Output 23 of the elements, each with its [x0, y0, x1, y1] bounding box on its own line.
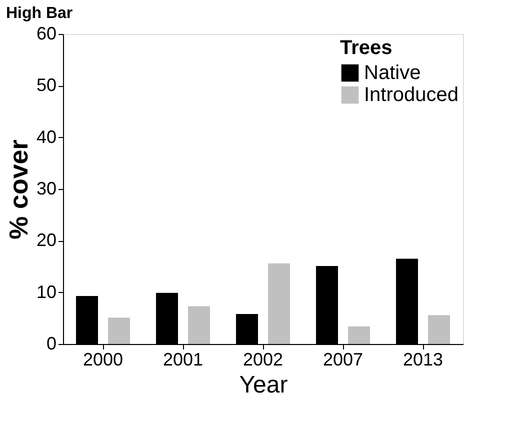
bar [108, 318, 130, 344]
bar [268, 263, 290, 344]
x-tick-label: 2007 [322, 350, 364, 370]
legend-title: Trees [340, 37, 392, 59]
y-tick-label: 30 [36, 178, 56, 198]
y-tick-label: 10 [36, 282, 56, 302]
chart-title: High Bar [6, 5, 73, 22]
x-tick-label: 2001 [162, 350, 204, 370]
x-axis-title: Year [239, 372, 288, 398]
y-axis-title: % cover [3, 140, 34, 240]
bar [188, 306, 210, 344]
y-tick-label: 40 [36, 126, 56, 147]
bar [348, 326, 370, 344]
y-tick-label: 0 [46, 334, 56, 354]
y-tick-label: 60 [36, 24, 56, 44]
y-tick-label: 50 [36, 75, 56, 96]
legend-label: Native [364, 62, 421, 84]
bar [428, 315, 450, 344]
x-tick-label: 2000 [82, 350, 124, 370]
x-tick-label: 2013 [402, 350, 444, 370]
y-tick-label: 20 [36, 230, 56, 250]
x-tick-label: 2002 [242, 350, 284, 370]
legend-label: Introduced [364, 84, 459, 106]
